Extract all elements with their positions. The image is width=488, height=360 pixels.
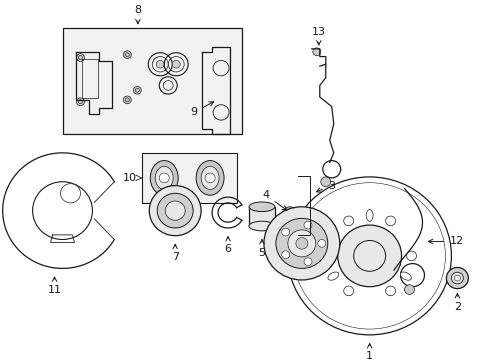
Circle shape	[304, 258, 311, 266]
Ellipse shape	[248, 221, 274, 231]
Text: 7: 7	[171, 244, 179, 262]
Circle shape	[157, 193, 193, 228]
Circle shape	[149, 186, 201, 236]
Circle shape	[172, 60, 180, 68]
Text: 2: 2	[453, 293, 460, 312]
Circle shape	[295, 238, 307, 249]
Circle shape	[322, 251, 332, 261]
Circle shape	[165, 201, 185, 220]
Text: 11: 11	[47, 277, 61, 294]
Circle shape	[133, 86, 141, 94]
Circle shape	[204, 173, 215, 183]
Text: 10: 10	[123, 173, 137, 183]
Bar	[62, 28, 242, 134]
Circle shape	[159, 173, 169, 183]
Circle shape	[453, 275, 459, 281]
Circle shape	[446, 267, 468, 289]
Text: 9: 9	[190, 102, 213, 117]
Ellipse shape	[150, 161, 178, 195]
Circle shape	[337, 225, 401, 287]
Text: 4: 4	[262, 190, 286, 210]
Ellipse shape	[327, 272, 338, 280]
Circle shape	[320, 177, 330, 186]
Circle shape	[123, 96, 131, 104]
Circle shape	[304, 221, 311, 229]
Circle shape	[281, 251, 289, 258]
Circle shape	[275, 218, 327, 269]
Ellipse shape	[366, 210, 372, 221]
Circle shape	[123, 51, 131, 58]
Circle shape	[76, 54, 84, 61]
Circle shape	[385, 216, 395, 226]
Circle shape	[284, 207, 295, 218]
Ellipse shape	[248, 202, 274, 212]
Text: 1: 1	[366, 343, 372, 360]
Circle shape	[76, 98, 84, 106]
Ellipse shape	[196, 161, 224, 195]
Ellipse shape	[201, 166, 219, 189]
Bar	[248, 207, 274, 226]
Circle shape	[450, 272, 463, 284]
Circle shape	[343, 286, 353, 296]
Circle shape	[404, 285, 414, 294]
Circle shape	[264, 207, 339, 280]
Circle shape	[156, 60, 164, 68]
Circle shape	[281, 228, 289, 236]
Text: 5: 5	[258, 239, 265, 258]
Bar	[142, 153, 237, 203]
Text: 12: 12	[427, 237, 463, 247]
Circle shape	[61, 184, 81, 203]
Circle shape	[317, 239, 325, 247]
Text: 13: 13	[311, 27, 325, 45]
Circle shape	[287, 230, 315, 257]
Text: 8: 8	[134, 5, 141, 24]
Ellipse shape	[155, 166, 173, 189]
Text: 6: 6	[224, 237, 231, 254]
Circle shape	[385, 286, 395, 296]
Circle shape	[343, 216, 353, 226]
Text: 3: 3	[316, 181, 334, 192]
Circle shape	[312, 48, 320, 55]
Ellipse shape	[400, 272, 410, 280]
Circle shape	[406, 251, 416, 261]
